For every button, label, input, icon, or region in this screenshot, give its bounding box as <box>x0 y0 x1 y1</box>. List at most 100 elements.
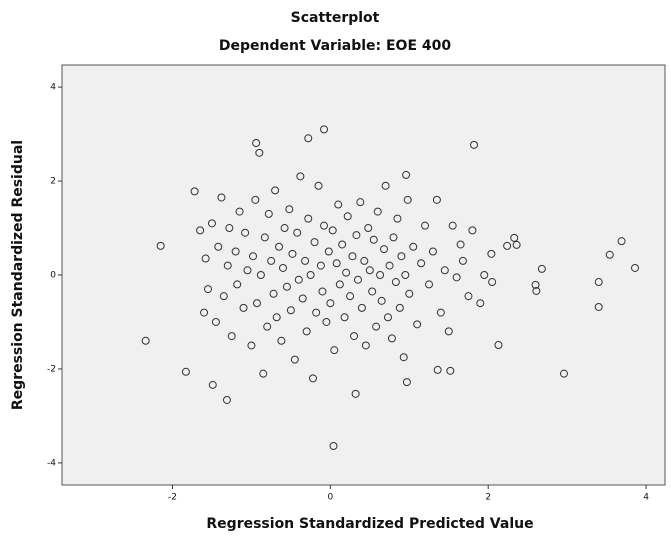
point <box>335 280 344 289</box>
point <box>314 181 323 190</box>
point <box>617 237 626 246</box>
point <box>324 247 333 256</box>
point <box>356 198 365 207</box>
point <box>269 289 278 298</box>
point <box>332 259 341 268</box>
point <box>252 138 261 147</box>
point <box>239 303 248 312</box>
point <box>387 334 396 343</box>
chart-title: Scatterplot <box>291 10 380 26</box>
point <box>330 346 339 355</box>
point <box>235 207 244 216</box>
point <box>380 245 389 254</box>
point <box>432 195 441 204</box>
point <box>440 266 449 275</box>
point <box>256 271 265 279</box>
point <box>293 228 302 237</box>
point <box>286 306 295 315</box>
point <box>263 322 272 331</box>
point <box>402 378 411 387</box>
point <box>605 250 614 259</box>
point <box>247 341 256 350</box>
point <box>444 327 453 336</box>
point <box>353 275 362 284</box>
point <box>259 369 268 378</box>
point <box>294 275 303 284</box>
point <box>428 247 437 256</box>
point <box>446 366 455 375</box>
point <box>417 259 426 268</box>
point <box>200 308 209 317</box>
point <box>260 233 269 242</box>
point <box>594 278 603 287</box>
point <box>348 252 357 261</box>
point <box>399 353 408 362</box>
point <box>243 266 252 275</box>
point <box>249 252 258 261</box>
y-tick-label: 4 <box>50 83 56 93</box>
point <box>316 261 325 270</box>
point <box>346 292 355 301</box>
point <box>302 327 311 336</box>
point <box>222 395 231 404</box>
point <box>201 254 210 263</box>
point <box>267 256 276 265</box>
point <box>425 280 434 289</box>
point <box>487 249 496 258</box>
point <box>468 226 477 235</box>
point <box>413 320 422 329</box>
point <box>252 299 261 308</box>
point <box>181 367 190 376</box>
point <box>285 205 294 214</box>
point <box>208 380 217 389</box>
point <box>594 302 603 311</box>
point <box>503 241 512 250</box>
point <box>393 214 402 223</box>
point <box>433 365 442 374</box>
point <box>480 271 489 279</box>
point <box>255 148 264 157</box>
point <box>340 313 349 322</box>
point <box>361 341 370 350</box>
point <box>310 238 319 247</box>
point <box>381 181 390 190</box>
point <box>233 280 242 289</box>
point <box>448 221 457 230</box>
y-tick-label: -4 <box>47 458 56 468</box>
point <box>532 286 541 295</box>
y-tick-label: 0 <box>50 271 56 281</box>
point <box>452 273 461 282</box>
point <box>280 224 289 233</box>
plot-area <box>61 64 666 486</box>
point <box>277 336 286 345</box>
point <box>352 231 361 240</box>
point <box>421 221 430 230</box>
point <box>391 278 400 287</box>
point <box>402 170 411 179</box>
point <box>368 287 377 296</box>
point <box>214 242 223 251</box>
point <box>364 224 373 233</box>
point <box>559 369 568 378</box>
point <box>631 263 640 272</box>
x-tick-label: 2 <box>485 493 491 503</box>
point <box>304 214 313 223</box>
x-tick-label: 0 <box>327 493 333 503</box>
point <box>531 280 540 289</box>
point <box>385 261 394 270</box>
point <box>397 252 406 261</box>
point <box>272 313 281 322</box>
point <box>464 292 473 301</box>
point <box>318 287 327 296</box>
point <box>320 221 329 230</box>
point <box>290 355 299 364</box>
point <box>156 241 165 250</box>
point <box>338 240 347 249</box>
point <box>225 224 234 233</box>
point <box>373 207 382 216</box>
point <box>271 186 280 195</box>
point <box>357 303 366 312</box>
point <box>409 242 418 251</box>
point <box>456 240 465 249</box>
point <box>217 193 226 202</box>
